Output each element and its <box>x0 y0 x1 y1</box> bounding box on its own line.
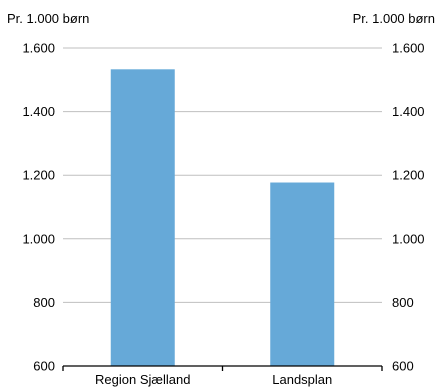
right-axis-unit-label: Pr. 1.000 børn <box>353 11 435 26</box>
bar <box>270 182 335 366</box>
y-tick-label-left: 1.400 <box>22 104 55 119</box>
x-category-label: Region Sjælland <box>95 372 190 387</box>
left-axis-unit-label: Pr. 1.000 børn <box>7 11 89 26</box>
y-tick-label-right: 800 <box>392 295 414 310</box>
category-labels: Region Sjælland Landsplan <box>95 372 332 387</box>
y-tick-label-left: 600 <box>33 359 55 374</box>
y-tick-label-right: 1.000 <box>392 231 425 246</box>
left-axis-tick-labels: 600 800 1.000 1.200 1.400 1.600 <box>22 41 55 374</box>
x-axis <box>62 365 383 371</box>
y-tick-label-left: 1.000 <box>22 231 55 246</box>
y-tick-label-right: 1.200 <box>392 168 425 183</box>
bar <box>110 69 175 366</box>
y-tick-label-right: 1.400 <box>392 104 425 119</box>
right-axis-tick-labels: 600 800 1.000 1.200 1.400 1.600 <box>392 41 425 374</box>
y-tick-label-left: 1.200 <box>22 168 55 183</box>
x-category-label: Landsplan <box>272 372 332 387</box>
bars <box>110 69 335 366</box>
y-tick-label-right: 600 <box>392 359 414 374</box>
y-tick-label-left: 800 <box>33 295 55 310</box>
y-tick-label-right: 1.600 <box>392 41 425 56</box>
y-tick-label-left: 1.600 <box>22 41 55 56</box>
